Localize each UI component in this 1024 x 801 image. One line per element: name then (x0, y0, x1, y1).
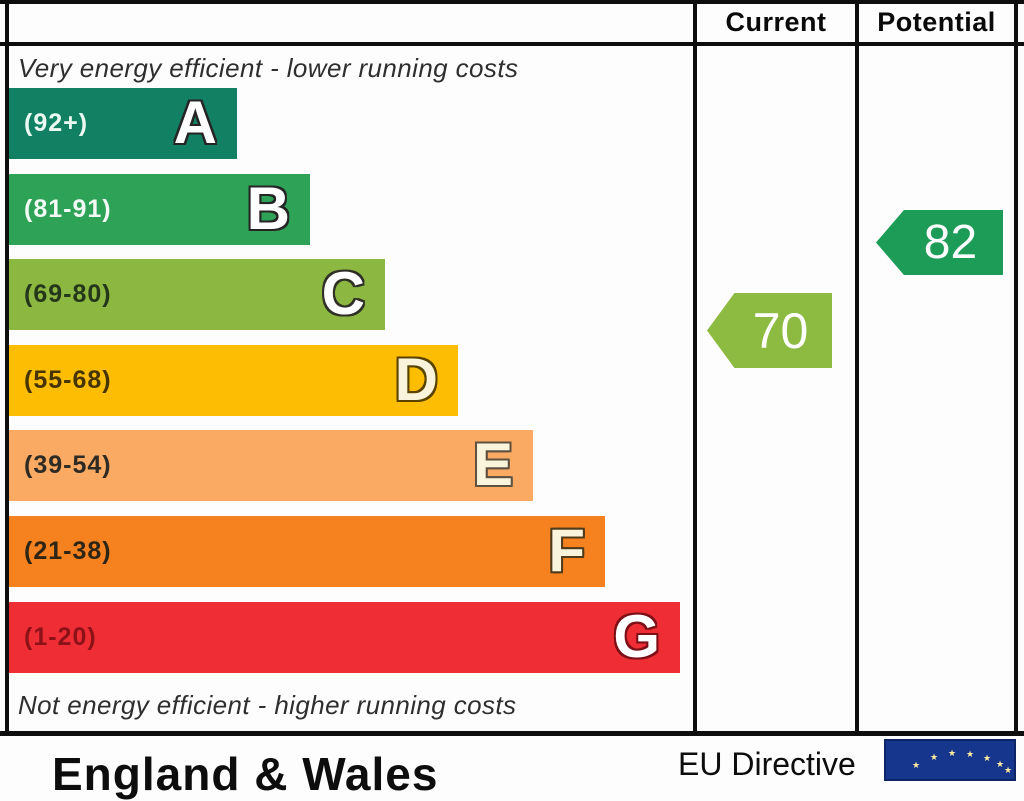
current-column-divider (693, 0, 697, 735)
band-range-label: (1-20) (24, 623, 97, 651)
band-range-label: (81-91) (24, 195, 112, 223)
band-f: (21-38) F (9, 516, 605, 587)
band-a: (92+) A (9, 88, 237, 159)
band-b: (81-91) B (9, 174, 310, 245)
band-range-label: (39-54) (24, 451, 112, 479)
band-g: (1-20) G (9, 602, 680, 673)
bottom-efficiency-caption: Not energy efficient - higher running co… (18, 690, 517, 720)
eu-flag-star: ★ (1004, 765, 1013, 775)
band-letter: E (472, 430, 513, 498)
band-range-label: (69-80) (24, 280, 112, 308)
band-letter: C (321, 259, 365, 327)
band-letter: A (173, 88, 217, 156)
band-letter: D (394, 345, 438, 413)
table-border-right (1014, 0, 1018, 735)
band-letter: B (246, 174, 290, 242)
eu-flag-star: ★ (948, 748, 957, 758)
region-label: England & Wales (52, 748, 439, 800)
band-e: (39-54) E (9, 430, 533, 501)
band-range-label: (21-38) (24, 537, 112, 565)
band-c: (69-80) C (9, 259, 385, 330)
eu-flag-star: ★ (912, 760, 921, 770)
table-border-top (0, 0, 1024, 4)
eu-flag-star: ★ (930, 752, 939, 762)
potential-rating-value: 82 (923, 216, 978, 269)
current-column-header: Current (725, 7, 827, 37)
eu-flag-star: ★ (996, 759, 1005, 769)
band-range-label: (92+) (24, 109, 89, 137)
band-range-label: (55-68) (24, 366, 112, 394)
eu-flag-star: ★ (966, 749, 975, 759)
eu-directive-label: EU Directive (678, 746, 856, 782)
current-rating-value: 70 (752, 302, 809, 359)
band-letter: F (548, 516, 585, 584)
band-d: (55-68) D (9, 345, 458, 416)
header-separator-line (0, 42, 1024, 46)
table-border-left (5, 0, 9, 735)
band-letter: G (613, 602, 660, 670)
potential-column-header: Potential (877, 7, 996, 37)
top-efficiency-caption: Very energy efficient - lower running co… (18, 53, 519, 83)
potential-column-divider (855, 0, 859, 735)
eu-flag-star: ★ (983, 753, 992, 763)
eu-flag-icon: ★ ★ ★ ★ ★ ★ ★ (884, 739, 1016, 781)
current-rating-arrow: 70 (707, 293, 832, 368)
potential-rating-arrow: 82 (876, 210, 1003, 275)
table-border-bottom (0, 731, 1024, 736)
